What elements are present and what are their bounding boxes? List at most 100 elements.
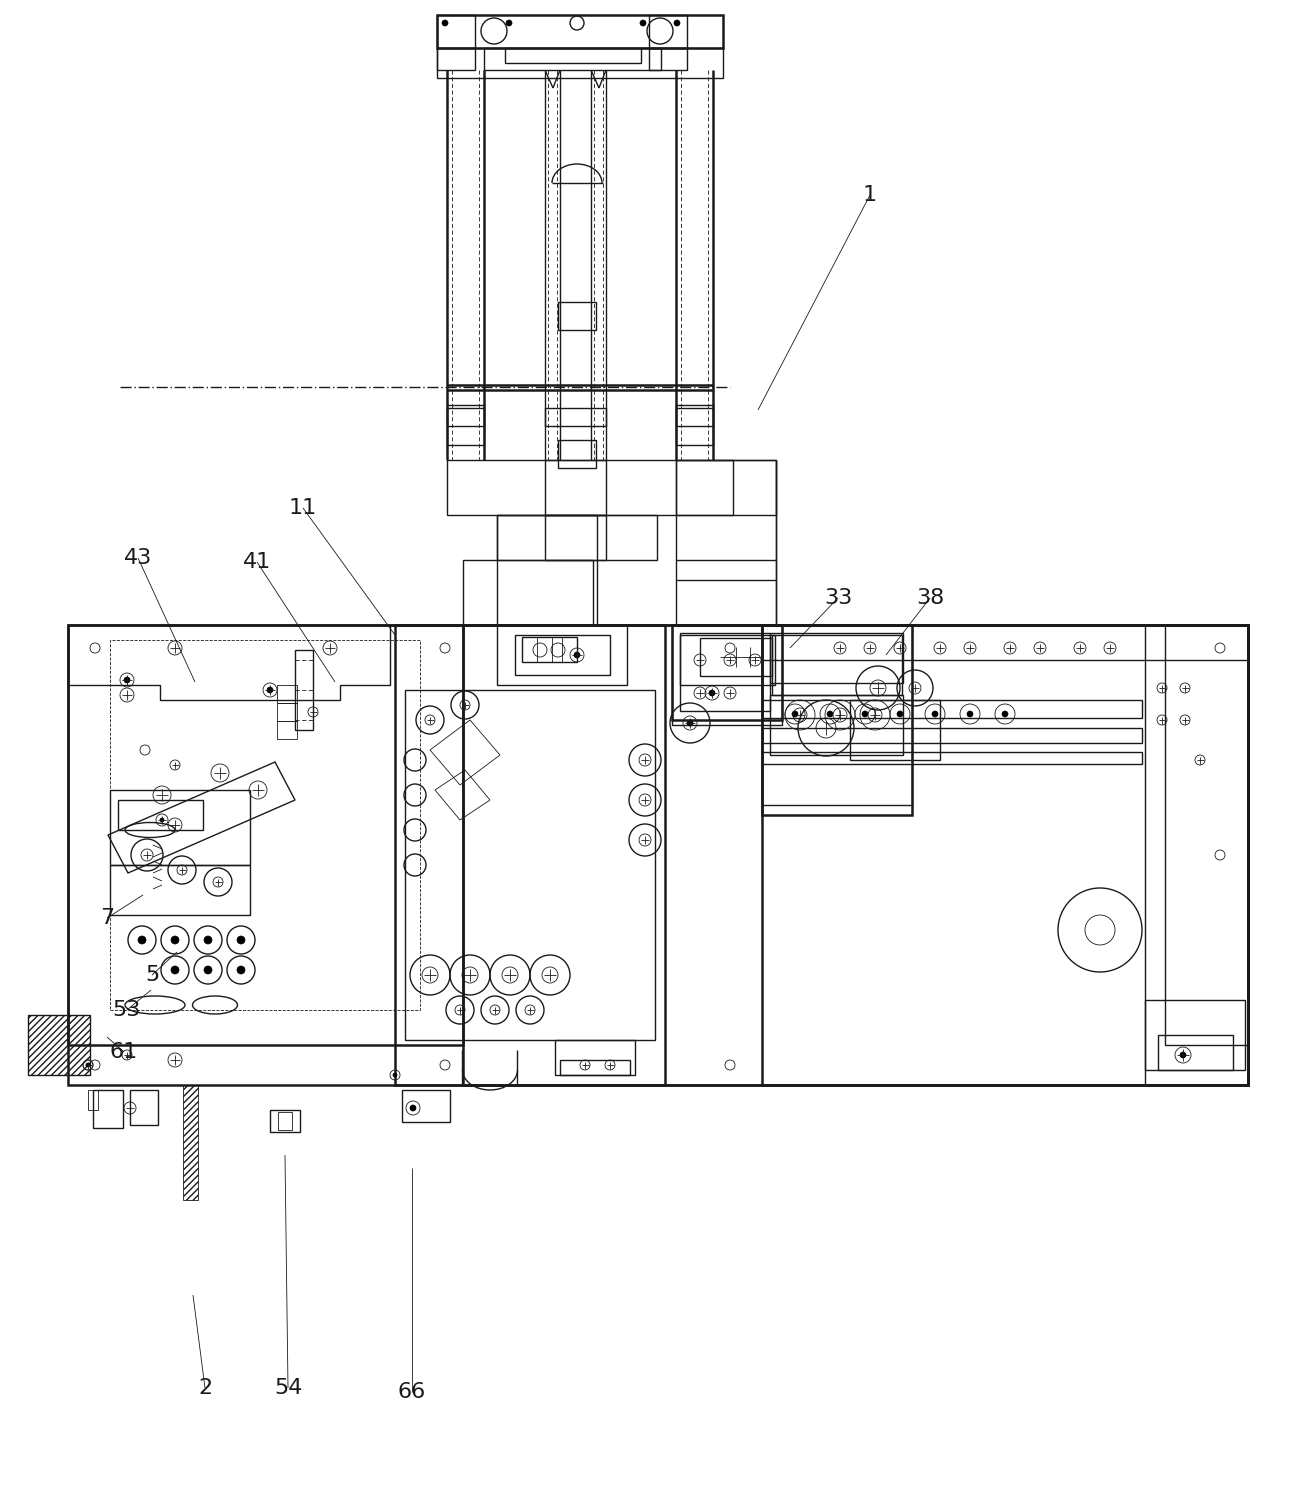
Circle shape <box>932 711 938 717</box>
Circle shape <box>442 19 447 25</box>
Bar <box>118 800 203 830</box>
Circle shape <box>792 711 798 717</box>
Circle shape <box>237 966 245 974</box>
Circle shape <box>687 720 693 726</box>
Bar <box>68 625 1248 1085</box>
Bar <box>505 48 642 63</box>
Bar <box>676 408 712 426</box>
Circle shape <box>409 1106 416 1112</box>
Circle shape <box>575 652 580 658</box>
Bar <box>1145 999 1245 1070</box>
Circle shape <box>237 936 245 944</box>
Circle shape <box>862 711 869 717</box>
Bar <box>484 48 661 70</box>
Bar <box>770 696 903 755</box>
Bar <box>277 685 297 703</box>
Bar <box>672 625 782 726</box>
Text: 7: 7 <box>100 908 114 928</box>
Text: 5: 5 <box>144 965 159 984</box>
Bar <box>1145 625 1248 1085</box>
Text: 66: 66 <box>398 1382 426 1402</box>
Text: 43: 43 <box>123 548 152 568</box>
Bar <box>68 625 463 1046</box>
Bar <box>522 637 577 663</box>
Bar <box>447 459 733 515</box>
Circle shape <box>138 936 146 944</box>
Circle shape <box>203 966 213 974</box>
Bar <box>88 1091 98 1110</box>
Bar <box>544 459 606 515</box>
Bar <box>680 633 770 711</box>
Bar <box>437 15 475 48</box>
Circle shape <box>967 711 974 717</box>
Bar <box>130 1091 157 1125</box>
Text: 38: 38 <box>916 588 945 607</box>
Circle shape <box>640 19 646 25</box>
Text: 53: 53 <box>113 999 142 1020</box>
Bar <box>676 405 712 444</box>
Bar <box>497 515 657 560</box>
Bar <box>762 625 912 815</box>
Bar <box>110 865 251 916</box>
Circle shape <box>827 711 833 717</box>
Bar <box>437 48 723 78</box>
Circle shape <box>394 1073 398 1077</box>
Text: 41: 41 <box>243 552 272 571</box>
Bar <box>544 408 606 426</box>
Bar <box>555 1040 635 1076</box>
Bar <box>516 634 610 675</box>
Bar <box>405 690 655 1040</box>
Bar <box>762 625 1248 1085</box>
Circle shape <box>87 1064 91 1067</box>
Circle shape <box>203 936 213 944</box>
Bar <box>544 515 606 560</box>
Bar <box>558 302 596 331</box>
Circle shape <box>268 687 273 693</box>
Bar <box>762 625 1248 660</box>
Bar <box>401 1091 450 1122</box>
Circle shape <box>1179 1052 1186 1058</box>
Bar <box>701 637 771 676</box>
Bar <box>437 15 723 48</box>
Bar <box>497 625 627 685</box>
Bar <box>676 459 775 625</box>
Text: 2: 2 <box>198 1378 213 1397</box>
Bar <box>497 515 597 625</box>
Bar <box>649 15 687 48</box>
Bar <box>93 1091 123 1128</box>
Text: 1: 1 <box>863 186 876 205</box>
Bar <box>762 729 1141 744</box>
Text: 54: 54 <box>274 1378 302 1397</box>
Bar <box>762 752 1141 764</box>
Circle shape <box>708 690 715 696</box>
Text: 61: 61 <box>110 1043 138 1062</box>
Bar <box>437 48 475 70</box>
Bar <box>395 625 665 1085</box>
Bar <box>110 790 251 865</box>
Bar <box>558 440 596 468</box>
Bar <box>1158 1035 1233 1070</box>
Text: 33: 33 <box>824 588 851 607</box>
Bar <box>277 703 297 721</box>
Circle shape <box>897 711 903 717</box>
Bar <box>270 1110 300 1132</box>
Bar <box>771 634 903 696</box>
Bar <box>762 625 912 805</box>
Circle shape <box>674 19 680 25</box>
Bar <box>676 459 775 515</box>
Text: 11: 11 <box>289 498 318 518</box>
Bar <box>649 48 687 70</box>
Bar <box>770 633 903 684</box>
Bar <box>447 408 484 426</box>
Bar <box>1165 625 1248 1046</box>
Circle shape <box>171 966 178 974</box>
Bar <box>463 560 593 625</box>
Circle shape <box>160 818 164 821</box>
Circle shape <box>1002 711 1008 717</box>
Circle shape <box>171 936 178 944</box>
Bar <box>278 1112 293 1129</box>
Circle shape <box>125 678 130 684</box>
Bar <box>762 700 1141 718</box>
Bar <box>850 700 939 760</box>
Bar <box>680 634 775 685</box>
